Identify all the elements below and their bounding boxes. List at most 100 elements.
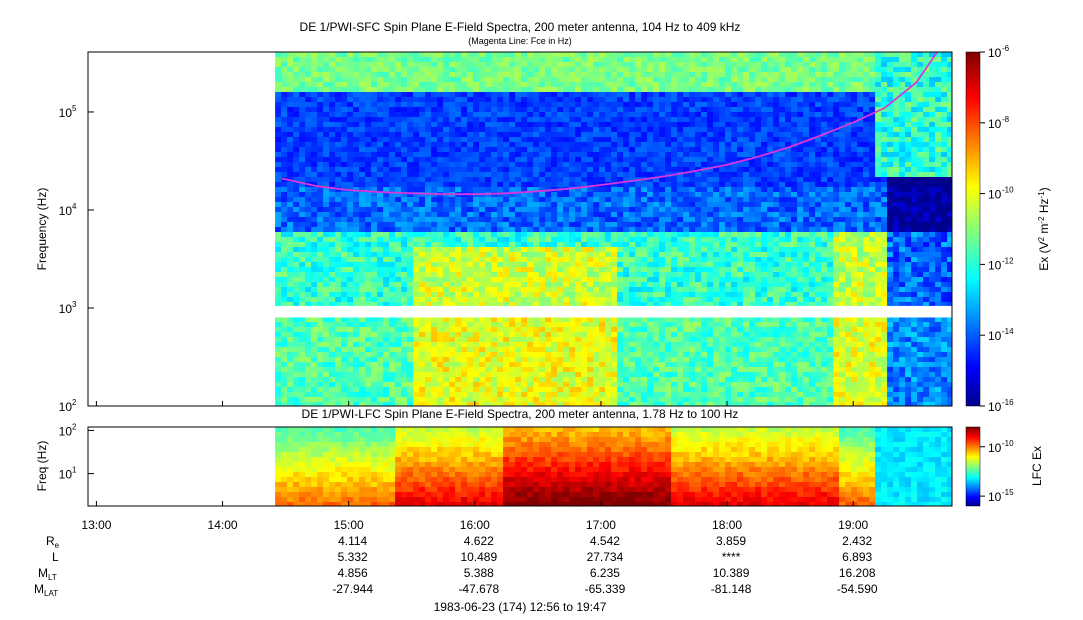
spectrogram-cell	[311, 92, 318, 98]
spectrogram-cell	[377, 322, 384, 328]
spectrogram-cell	[671, 327, 678, 333]
spectrogram-cell	[581, 152, 588, 158]
spectrogram-cell	[329, 107, 336, 113]
spectrogram-cell	[425, 267, 432, 273]
spectrogram-cell	[515, 292, 522, 298]
spectrogram-cell	[623, 332, 630, 338]
spectrogram-cell	[449, 257, 456, 263]
spectrogram-cell	[617, 167, 624, 173]
spectrogram-cell	[329, 172, 336, 178]
spectrogram-cell	[311, 392, 318, 398]
spectrogram-cell	[677, 182, 684, 188]
spectrogram-cell	[293, 112, 300, 118]
spectrogram-cell	[575, 207, 582, 213]
spectrogram-cell	[629, 397, 636, 403]
spectrogram-cell	[527, 227, 534, 233]
spectrogram-cell	[383, 242, 390, 248]
spectrogram-cell	[311, 322, 318, 328]
spectrogram-cell	[353, 192, 360, 198]
spectrogram-cell	[449, 267, 456, 273]
spectrogram-cell	[341, 232, 348, 238]
spectrogram-cell	[485, 392, 492, 398]
spectrogram-cell	[617, 137, 624, 143]
spectrogram-cell	[677, 332, 684, 338]
spectrogram-cell	[347, 62, 354, 68]
spectrogram-cell	[521, 182, 528, 188]
spectrogram-cell	[683, 327, 690, 333]
spectrogram-cell	[605, 282, 612, 288]
spectrogram-cell	[449, 182, 456, 188]
spectrogram-cell	[677, 82, 684, 88]
spectrogram-cell	[629, 157, 636, 163]
spectrogram-cell	[647, 342, 654, 348]
spectrogram-cell	[593, 207, 600, 213]
spectrogram-cell	[425, 342, 432, 348]
spectrogram-cell	[287, 367, 294, 373]
spectrogram-cell	[365, 392, 372, 398]
spectrogram-cell	[443, 387, 450, 393]
spectrogram-cell	[593, 287, 600, 293]
spectrogram-cell	[665, 162, 672, 168]
spectrogram-cell	[683, 187, 690, 193]
spectrogram-cell	[605, 392, 612, 398]
spectrogram-cell	[287, 322, 294, 328]
spectrogram-cell	[407, 287, 414, 293]
spectrogram-cell	[293, 187, 300, 193]
spectrogram-cell	[497, 392, 504, 398]
spectrogram-cell	[479, 237, 486, 243]
spectrogram-cell	[569, 322, 576, 328]
spectrogram-cell	[635, 387, 642, 393]
spectrogram-cell	[281, 102, 288, 108]
spectrogram-cell	[317, 192, 324, 198]
spectrogram-cell	[401, 292, 408, 298]
spectrogram-cell	[467, 372, 474, 378]
spectrogram-cell	[479, 377, 486, 383]
spectrogram-cell	[515, 287, 522, 293]
spectrogram-cell	[329, 142, 336, 148]
spectrogram-cell	[341, 202, 348, 208]
spectrogram-cell	[659, 267, 666, 273]
spectrogram-cell	[575, 367, 582, 373]
spectrogram-cell	[401, 277, 408, 283]
spectrogram-cell	[341, 377, 348, 383]
spectrogram-cell	[329, 262, 336, 268]
spectrogram-cell	[533, 322, 540, 328]
spectrogram-cell	[281, 357, 288, 363]
spectrogram-cell	[389, 162, 396, 168]
spectrogram-cell	[629, 122, 636, 128]
spectrogram-cell	[677, 192, 684, 198]
spectrogram-cell	[395, 107, 402, 113]
spectrogram-cell	[293, 317, 300, 323]
spectrogram-cell	[365, 187, 372, 193]
spectrogram-cell	[545, 127, 552, 133]
spectrogram-cell	[425, 357, 432, 363]
spectrogram-cell	[353, 177, 360, 183]
spectrogram-cell	[455, 382, 462, 388]
spectrogram-cell	[509, 92, 516, 98]
spectrogram-cell	[509, 197, 516, 203]
spectrogram-cell	[659, 142, 666, 148]
spectrogram-cell	[635, 377, 642, 383]
spectrogram-cell	[599, 387, 606, 393]
spectrogram-cell	[455, 272, 462, 278]
spectrogram-cell	[617, 242, 624, 248]
spectrogram-cell	[281, 337, 288, 343]
spectrogram-cell	[443, 272, 450, 278]
spectrogram-cell	[437, 227, 444, 233]
spectrogram-cell	[347, 97, 354, 103]
spectrogram-cell	[371, 282, 378, 288]
spectrogram-cell	[503, 267, 510, 273]
spectrogram-cell	[401, 92, 408, 98]
spectrogram-cell	[455, 367, 462, 373]
spectrogram-cell	[425, 97, 432, 103]
spectrogram-cell	[473, 397, 480, 403]
spectrogram-cell	[473, 127, 480, 133]
spectrogram-cell	[365, 232, 372, 238]
spectrogram-cell	[371, 217, 378, 223]
spectrogram-cell	[503, 347, 510, 353]
spectrogram-cell	[461, 197, 468, 203]
spectrogram-cell	[467, 347, 474, 353]
spectrogram-cell	[665, 67, 672, 73]
spectrogram-cell	[425, 122, 432, 128]
spectrogram-cell	[335, 372, 342, 378]
